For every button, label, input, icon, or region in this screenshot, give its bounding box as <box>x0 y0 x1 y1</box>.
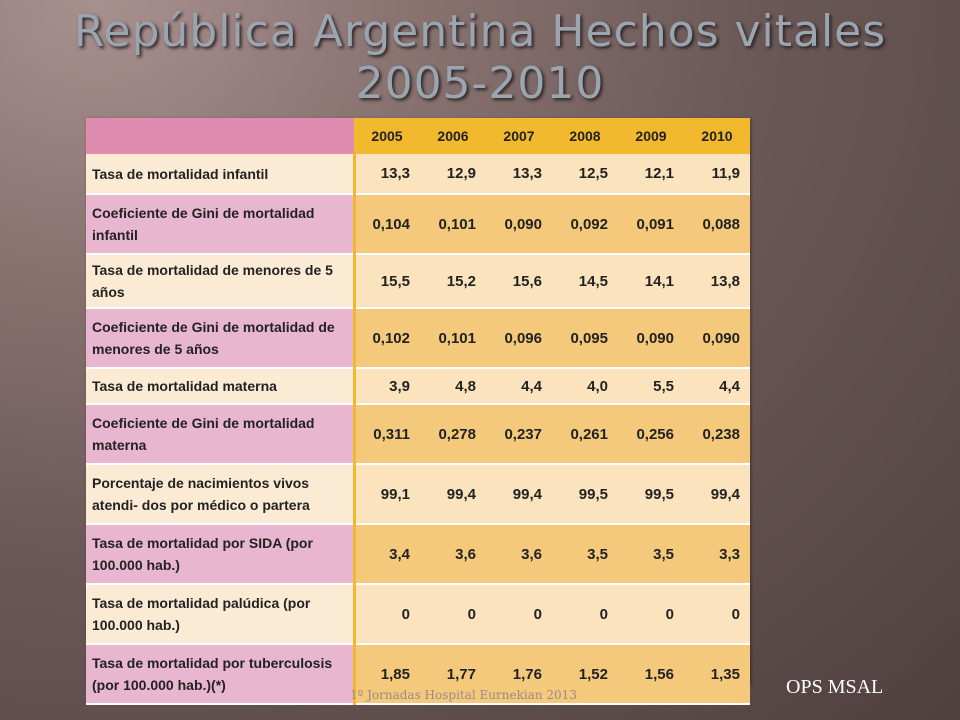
table-cell: 3,6 <box>486 524 552 585</box>
table-row: Tasa de mortalidad infantil 13,3 12,9 13… <box>86 154 750 195</box>
table-cell: 0 <box>486 584 552 645</box>
table-cell: 1,56 <box>618 644 684 705</box>
table-row: Tasa de mortalidad de menores de 5 años … <box>86 254 750 309</box>
table-cell: 0,096 <box>486 308 552 369</box>
vital-statistics-table: 2005 2006 2007 2008 2009 2010 Tasa de mo… <box>86 118 750 705</box>
slide-title: República Argentina Hechos vitales 2005-… <box>73 6 887 109</box>
table-cell: 1,85 <box>354 644 420 705</box>
table-cell: 0,261 <box>552 404 618 465</box>
table-cell: 0 <box>552 584 618 645</box>
table-row: Tasa de mortalidad palúdica (por 100.000… <box>86 584 750 645</box>
table-cell: 15,5 <box>354 254 420 309</box>
table-cell: 3,6 <box>420 524 486 585</box>
year-header: 2006 <box>420 118 486 154</box>
table-cell: 0 <box>618 584 684 645</box>
table-cell: 99,5 <box>552 464 618 525</box>
row-label: Coeficiente de Gini de mortalidad infant… <box>86 194 356 255</box>
table-cell: 1,35 <box>684 644 750 705</box>
table-cell: 99,4 <box>420 464 486 525</box>
table-cell: 0,311 <box>354 404 420 465</box>
table-cell: 12,5 <box>552 154 618 195</box>
row-label: Tasa de mortalidad por tuberculosis (por… <box>86 644 356 705</box>
row-label: Tasa de mortalidad palúdica (por 100.000… <box>86 584 356 645</box>
table-row: Coeficiente de Gini de mortalidad de men… <box>86 308 750 369</box>
table-cell: 99,4 <box>684 464 750 525</box>
table-header-row: 2005 2006 2007 2008 2009 2010 <box>86 118 750 154</box>
table-cell: 3,4 <box>354 524 420 585</box>
table-cell: 4,4 <box>684 368 750 405</box>
source-credit: OPS MSAL <box>786 676 884 698</box>
table-cell: 1,52 <box>552 644 618 705</box>
year-header: 2007 <box>486 118 552 154</box>
row-label: Coeficiente de Gini de mortalidad matern… <box>86 404 356 465</box>
table-cell: 1,76 <box>486 644 552 705</box>
table-cell: 3,5 <box>618 524 684 585</box>
row-label: Tasa de mortalidad materna <box>86 368 356 405</box>
table-cell: 0,101 <box>420 194 486 255</box>
table-cell: 0,102 <box>354 308 420 369</box>
table-cell: 13,3 <box>486 154 552 195</box>
table-cell: 4,4 <box>486 368 552 405</box>
year-header: 2009 <box>618 118 684 154</box>
table-cell: 0,104 <box>354 194 420 255</box>
row-label: Tasa de mortalidad infantil <box>86 154 356 195</box>
table-cell: 5,5 <box>618 368 684 405</box>
table-cell: 0 <box>354 584 420 645</box>
table-cell: 99,4 <box>486 464 552 525</box>
table-cell: 0,278 <box>420 404 486 465</box>
table-cell: 0,091 <box>618 194 684 255</box>
table-cell: 0 <box>420 584 486 645</box>
table-row: Porcentaje de nacimientos vivos atendi- … <box>86 464 750 525</box>
table-cell: 11,9 <box>684 154 750 195</box>
table-cell: 0,256 <box>618 404 684 465</box>
table-cell: 0,092 <box>552 194 618 255</box>
table-cell: 3,5 <box>552 524 618 585</box>
table-cell: 1,77 <box>420 644 486 705</box>
table-cell: 0,237 <box>486 404 552 465</box>
row-label: Coeficiente de Gini de mortalidad de men… <box>86 308 356 369</box>
table-cell: 13,8 <box>684 254 750 309</box>
table-cell: 99,5 <box>618 464 684 525</box>
table-cell: 0,090 <box>618 308 684 369</box>
table-cell: 13,3 <box>354 154 420 195</box>
table-cell: 14,5 <box>552 254 618 309</box>
table-cell: 99,1 <box>354 464 420 525</box>
table-cell: 15,2 <box>420 254 486 309</box>
table-row: Coeficiente de Gini de mortalidad matern… <box>86 404 750 465</box>
row-label: Tasa de mortalidad por SIDA (por 100.000… <box>86 524 356 585</box>
table-cell: 0,095 <box>552 308 618 369</box>
year-header: 2005 <box>354 118 420 154</box>
table-cell: 0,090 <box>684 308 750 369</box>
table-cell: 3,9 <box>354 368 420 405</box>
year-header: 2008 <box>552 118 618 154</box>
table-cell: 0,101 <box>420 308 486 369</box>
table-cell: 3,3 <box>684 524 750 585</box>
table-row: Tasa de mortalidad materna 3,9 4,8 4,4 4… <box>86 368 750 405</box>
table-cell: 4,8 <box>420 368 486 405</box>
table-cell: 12,9 <box>420 154 486 195</box>
table-cell: 0,238 <box>684 404 750 465</box>
table-row: Tasa de mortalidad por tuberculosis (por… <box>86 644 750 705</box>
table-cell: 0,090 <box>486 194 552 255</box>
row-label: Porcentaje de nacimientos vivos atendi- … <box>86 464 356 525</box>
table-cell: 0 <box>684 584 750 645</box>
year-header: 2010 <box>684 118 750 154</box>
table-cell: 14,1 <box>618 254 684 309</box>
header-corner-cell <box>86 118 354 154</box>
footer-text: 1º Jornadas Hospital Eurnekian 2013 <box>350 688 577 702</box>
table-row: Coeficiente de Gini de mortalidad infant… <box>86 194 750 255</box>
table-cell: 15,6 <box>486 254 552 309</box>
table-cell: 4,0 <box>552 368 618 405</box>
row-label: Tasa de mortalidad de menores de 5 años <box>86 254 356 309</box>
table-cell: 0,088 <box>684 194 750 255</box>
table-row: Tasa de mortalidad por SIDA (por 100.000… <box>86 524 750 585</box>
table-cell: 12,1 <box>618 154 684 195</box>
